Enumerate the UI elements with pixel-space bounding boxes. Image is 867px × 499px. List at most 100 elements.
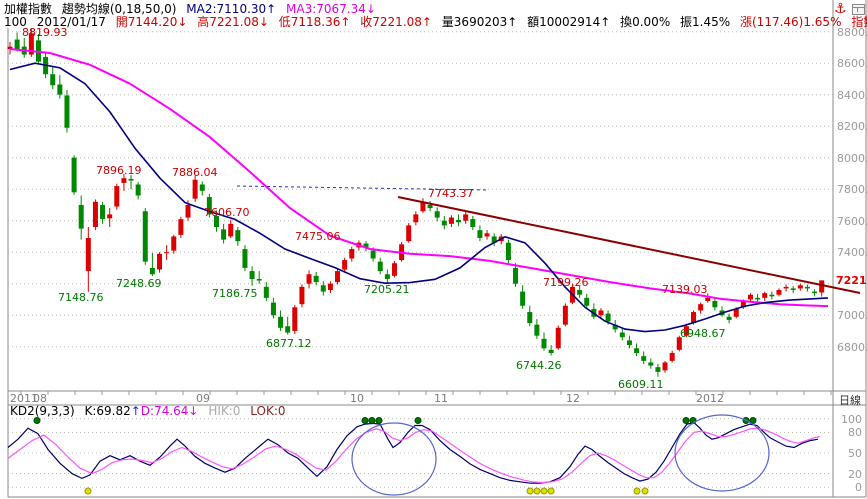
candlestick[interactable] [413,214,419,223]
candlestick[interactable] [221,229,227,240]
candlestick[interactable] [57,84,63,95]
candlestick[interactable] [726,316,732,320]
candlestick[interactable] [790,288,796,290]
candlestick[interactable] [164,252,170,254]
candlestick[interactable] [192,179,198,199]
candlestick[interactable] [306,274,312,284]
candlestick[interactable] [541,338,547,349]
candlestick[interactable] [676,337,682,350]
candlestick[interactable] [783,286,789,289]
candlestick[interactable] [270,302,276,316]
candlestick[interactable] [285,326,291,333]
candlestick[interactable] [505,242,511,261]
candlestick[interactable] [171,236,177,251]
candlestick[interactable] [740,301,746,308]
anchor-icon[interactable]: ⚓ [834,1,847,17]
candlestick[interactable] [698,304,704,311]
candlestick[interactable] [206,197,212,215]
candlestick[interactable] [619,332,625,338]
candlestick[interactable] [804,286,810,289]
candlestick[interactable] [199,184,205,191]
candlestick[interactable] [562,305,568,325]
candlestick[interactable] [363,243,369,248]
candlestick[interactable] [135,184,141,196]
candlestick[interactable] [142,211,148,262]
candlestick[interactable] [441,220,447,226]
candlestick[interactable] [107,214,113,219]
candlestick[interactable] [85,238,91,272]
candlestick[interactable] [812,291,818,294]
candlestick[interactable] [100,204,106,220]
candlestick[interactable] [157,253,163,270]
candlestick[interactable] [470,219,476,227]
candlestick[interactable] [384,274,390,279]
candlestick[interactable] [513,267,519,284]
candlestick[interactable] [669,353,675,361]
candlestick[interactable] [114,186,120,207]
candlestick[interactable] [185,204,191,218]
candlestick[interactable] [712,301,718,308]
candlestick[interactable] [121,178,127,183]
candlestick[interactable] [349,249,355,259]
candlestick[interactable] [691,312,697,324]
candlestick[interactable] [762,293,768,298]
candlestick[interactable] [819,280,825,293]
candlestick[interactable] [555,327,561,349]
candlestick[interactable] [456,219,462,223]
candlestick[interactable] [235,230,241,242]
period-label[interactable]: 日線 [839,394,861,407]
candlestick[interactable] [527,312,533,324]
candlestick[interactable] [320,285,326,292]
candlestick[interactable] [391,263,397,276]
candlestick[interactable] [605,313,611,322]
candlestick[interactable] [612,324,618,330]
candlestick[interactable] [78,204,84,229]
candlestick[interactable] [377,261,383,272]
candlestick[interactable] [747,294,753,300]
candlestick[interactable] [370,250,376,259]
candlestick[interactable] [228,223,234,237]
candlestick[interactable] [733,308,739,317]
candlestick[interactable] [434,211,440,218]
candlestick[interactable] [242,249,248,268]
candlestick[interactable] [683,326,689,336]
candlestick[interactable] [71,157,77,193]
candlestick[interactable] [634,348,640,353]
candlestick[interactable] [448,217,454,224]
candlestick[interactable] [577,290,583,295]
window-restore-icon[interactable] [852,4,865,15]
candlestick[interactable] [641,356,647,361]
candlestick[interactable] [655,367,661,372]
candlestick[interactable] [534,324,540,336]
candlestick[interactable] [477,230,483,239]
candlestick[interactable] [28,33,34,55]
candlestick[interactable] [705,297,711,302]
candlestick[interactable] [213,215,219,227]
candlestick[interactable] [598,310,604,316]
candlestick[interactable] [327,283,333,290]
kd-ellipse-annotation[interactable] [351,422,437,496]
candlestick[interactable] [797,285,803,289]
candlestick[interactable] [776,290,782,295]
kd-ellipse-annotation[interactable] [674,414,770,492]
candlestick[interactable] [626,340,632,346]
candlestick[interactable] [292,307,298,331]
candlestick[interactable] [427,204,433,209]
candlestick[interactable] [256,278,262,281]
candlestick[interactable] [14,39,20,50]
candlestick[interactable] [178,219,184,235]
candlestick[interactable] [584,297,590,306]
candlestick[interactable] [128,178,134,181]
candlestick[interactable] [420,201,426,212]
candlestick[interactable] [278,316,284,328]
candlestick[interactable] [313,275,319,283]
candlestick[interactable] [249,271,255,279]
candlestick[interactable] [755,297,761,300]
candlestick[interactable] [769,294,775,297]
down-trend-line[interactable] [397,196,861,294]
candlestick[interactable] [299,286,305,305]
candlestick[interactable] [463,214,469,221]
candlestick[interactable] [406,225,412,242]
candlestick[interactable] [263,286,269,298]
